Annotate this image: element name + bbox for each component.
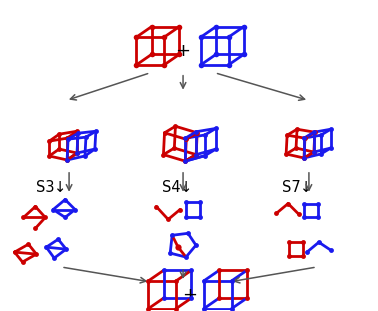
Text: ↓: ↓ bbox=[300, 180, 312, 195]
Text: +: + bbox=[175, 42, 190, 60]
Text: S7: S7 bbox=[282, 180, 301, 195]
Text: S4: S4 bbox=[162, 180, 181, 195]
Text: ↓: ↓ bbox=[180, 180, 192, 195]
Text: +: + bbox=[183, 286, 197, 304]
Text: S3: S3 bbox=[36, 180, 55, 195]
Text: ↓: ↓ bbox=[54, 180, 67, 195]
